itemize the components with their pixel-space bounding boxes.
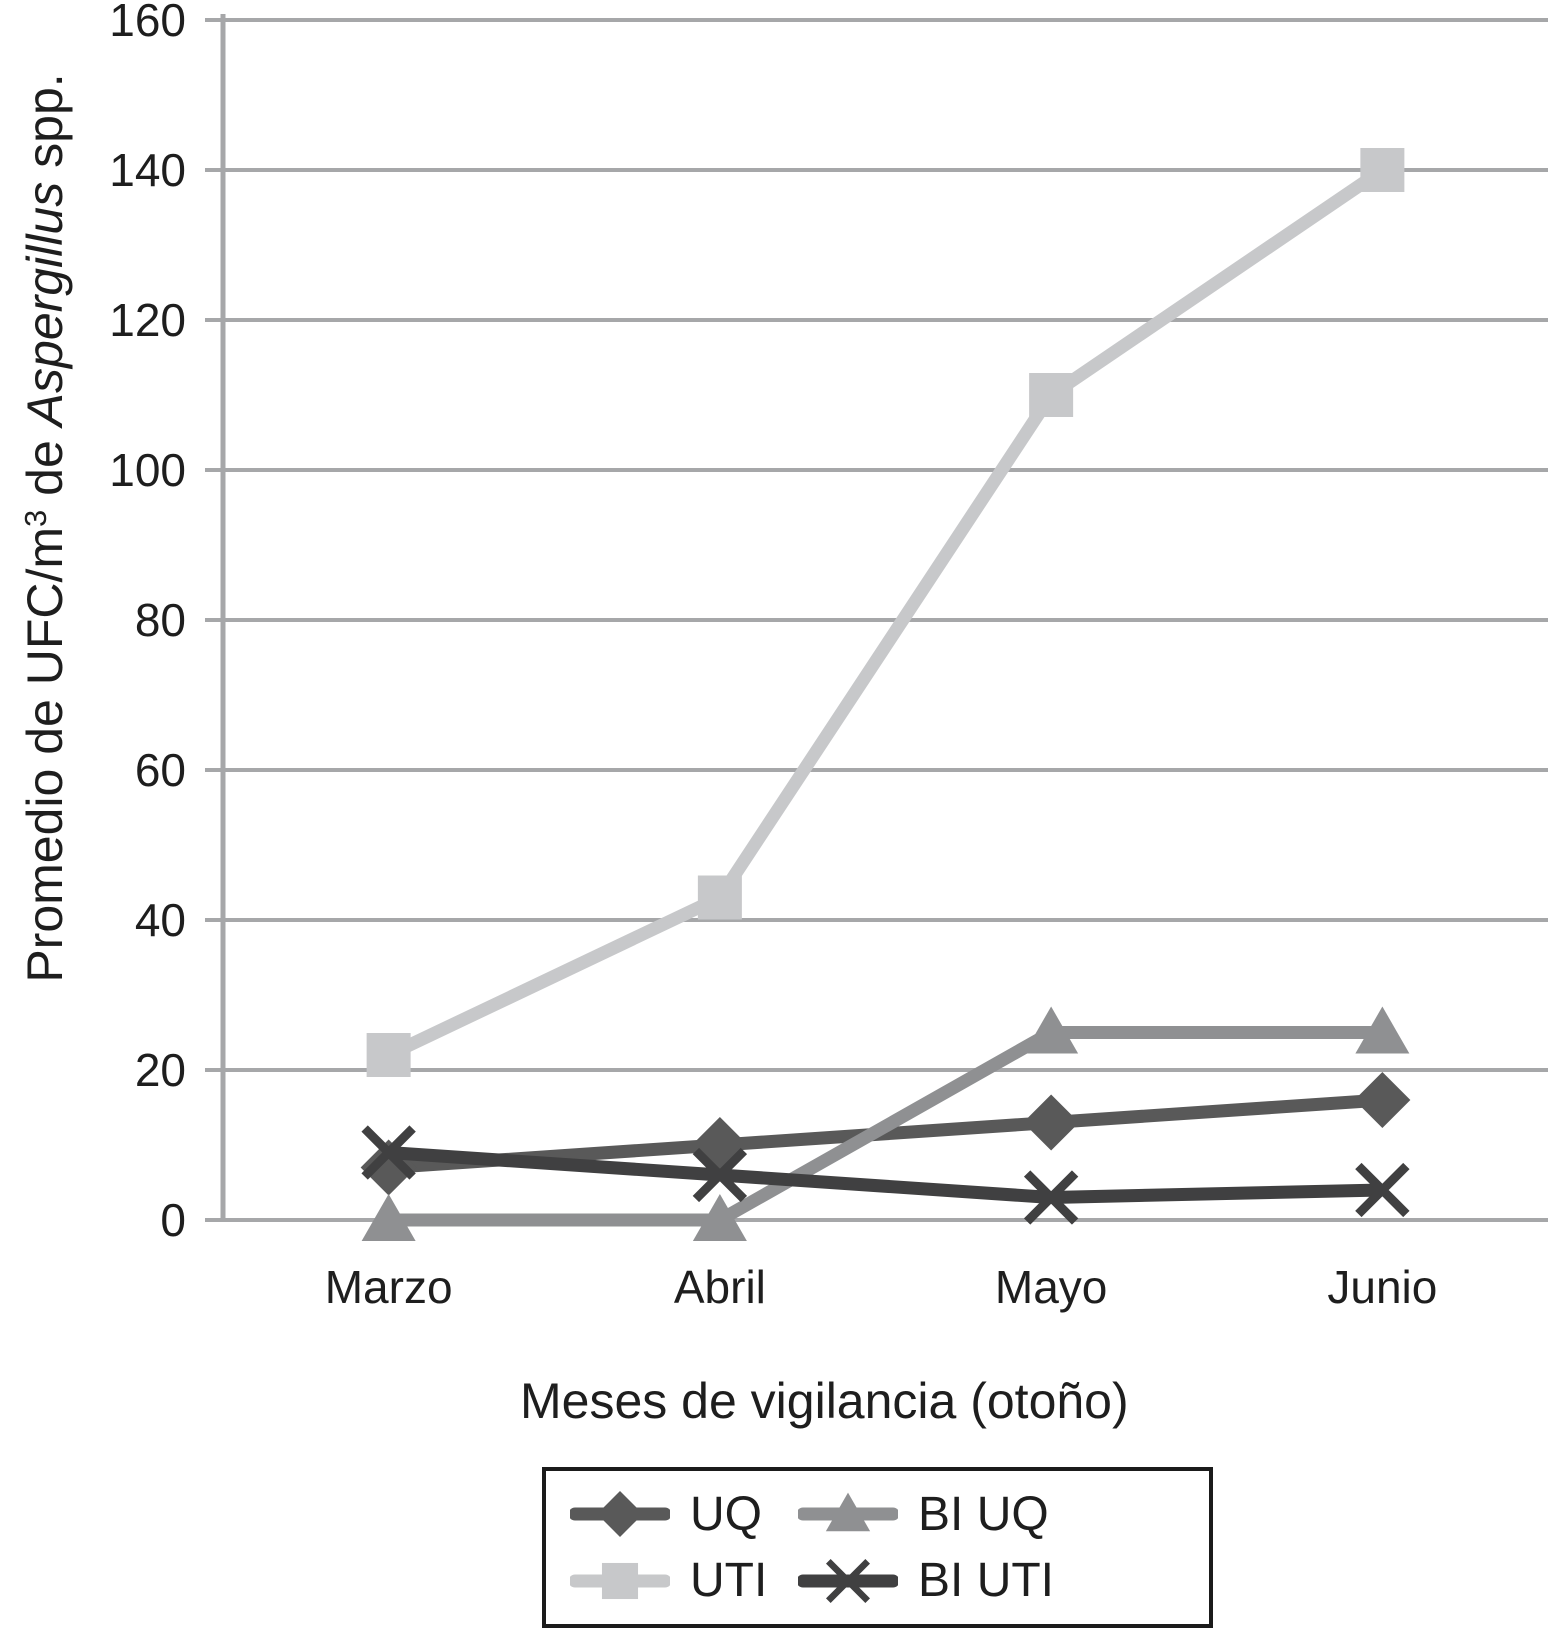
- series-line-UTI: [385, 164, 1387, 1061]
- legend-swatch-square-icon: [570, 1562, 670, 1599]
- legend-item: UQ: [570, 1486, 798, 1542]
- legend-marker-diamond-icon: [597, 1491, 643, 1538]
- series-line-BI UTI: [388, 1146, 1383, 1204]
- legend-label: UTI: [690, 1554, 768, 1608]
- x-category-label: Marzo: [325, 1261, 453, 1313]
- legend-label: BI UTI: [918, 1554, 1055, 1608]
- y-tick-label: 20: [135, 1044, 186, 1096]
- legend-swatch-diamond-icon: [570, 1491, 670, 1538]
- data-point-x: [1355, 1162, 1410, 1218]
- legend-label: BI UQ: [918, 1487, 1049, 1541]
- data-point-diamond: [1023, 1094, 1080, 1151]
- data-point-triangle: [1355, 1006, 1410, 1054]
- y-tick-label: 140: [109, 144, 186, 196]
- data-point-x: [692, 1147, 748, 1203]
- data-point-triangle: [692, 1194, 747, 1241]
- legend-swatch-triangle-icon: [798, 1492, 898, 1532]
- x-category-label: Junio: [1327, 1261, 1437, 1313]
- data-point-x: [361, 1125, 416, 1180]
- data-point-triangle: [1024, 1006, 1079, 1054]
- x-category-label: Abril: [674, 1261, 766, 1313]
- data-point-square: [1360, 148, 1405, 192]
- y-tick-label: 100: [109, 444, 186, 496]
- y-tick-label: 120: [109, 294, 186, 346]
- legend-marker-x-icon: [826, 1558, 870, 1603]
- legend-marker-triangle-icon: [825, 1492, 871, 1532]
- series-line-UQ: [388, 1093, 1383, 1174]
- legend-marker-square-icon: [601, 1562, 639, 1599]
- legend-swatch-x-icon: [798, 1558, 898, 1603]
- y-tick-label: 80: [135, 594, 186, 646]
- data-point-diamond: [1354, 1072, 1411, 1128]
- legend-item: UTI: [570, 1553, 798, 1609]
- y-tick-label: 160: [109, 0, 186, 46]
- x-category-label: Mayo: [995, 1261, 1107, 1313]
- y-tick-label: 40: [135, 894, 186, 946]
- legend-item: BI UQ: [798, 1486, 1199, 1542]
- series-line-BI UQ: [388, 1026, 1383, 1227]
- data-point-square: [366, 1033, 411, 1077]
- x-axis-title: Meses de vigilancia (otoño): [520, 1373, 1129, 1429]
- data-point-triangle: [361, 1194, 416, 1241]
- data-point-x: [1023, 1170, 1079, 1225]
- data-point-diamond: [691, 1117, 748, 1173]
- y-tick-label: 0: [160, 1194, 186, 1246]
- data-point-square: [1029, 373, 1074, 417]
- y-tick-label: 60: [135, 744, 186, 796]
- data-point-square: [697, 875, 742, 920]
- legend-item: BI UTI: [798, 1553, 1199, 1609]
- legend-label: UQ: [690, 1487, 762, 1541]
- legend-box: UQ UTI BI UQ BI UTI: [542, 1467, 1213, 1628]
